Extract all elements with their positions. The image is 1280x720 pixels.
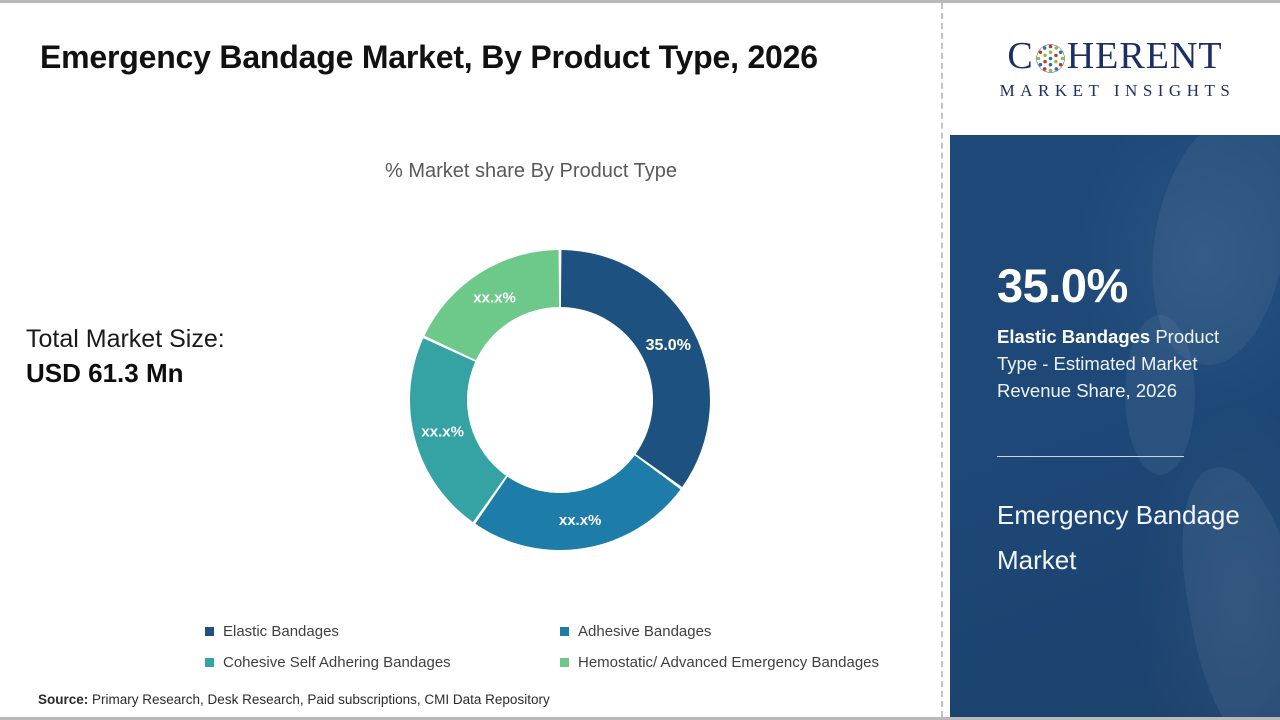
- donut-slice[interactable]: [424, 250, 560, 361]
- stat-panel: 35.0% Elastic Bandages Product Type - Es…: [950, 135, 1280, 717]
- legend-item[interactable]: Cohesive Self Adhering Bandages: [205, 647, 560, 678]
- panel-decoration-3: [1125, 315, 1195, 475]
- left-content-panel: Emergency Bandage Market, By Product Typ…: [26, 39, 879, 707]
- logo-text-coherent: HERENT: [1066, 35, 1223, 77]
- legend-label: Elastic Bandages: [223, 623, 339, 640]
- chart-legend: Elastic Bandages Adhesive Bandages Cohesiv…: [205, 616, 945, 678]
- total-market-size-label: Total Market Size:: [26, 325, 225, 353]
- source-note: Source: Primary Research, Desk Research,…: [38, 692, 550, 707]
- donut-slice-label: xx.x%: [559, 512, 602, 529]
- legend-label: Hemostatic/ Advanced Emergency Bandages: [578, 654, 880, 671]
- donut-slice[interactable]: [475, 455, 681, 550]
- source-label: Source:: [38, 692, 89, 707]
- legend-item[interactable]: Adhesive Bandages: [560, 616, 945, 647]
- brand-logo: C: [950, 3, 1280, 135]
- panel-divider-rule: [997, 456, 1184, 457]
- donut-slice[interactable]: [410, 338, 507, 523]
- donut-slice-label: xx.x%: [473, 290, 516, 307]
- top-border: [0, 0, 1280, 3]
- total-market-size-block: Total Market Size: USD 61.3 Mn: [26, 322, 326, 391]
- legend-label: Adhesive Bandages: [578, 623, 712, 640]
- chart-subtitle: % Market share By Product Type: [385, 160, 677, 182]
- globe-icon: [1035, 43, 1066, 74]
- panel-divider: [941, 3, 943, 717]
- donut-slice-label: xx.x%: [421, 424, 464, 441]
- legend-item[interactable]: Elastic Bandages: [205, 616, 560, 647]
- legend-label: Cohesive Self Adhering Bandages: [223, 654, 451, 671]
- legend-item[interactable]: Hemostatic/ Advanced Emergency Bandages: [560, 647, 945, 678]
- logo-wordmark: C: [1007, 37, 1222, 75]
- donut-chart: 35.0% xx.x% xx.x% xx.x%: [380, 220, 740, 580]
- total-market-size-value: USD 61.3 Mn: [26, 358, 184, 388]
- right-sidebar: C: [950, 0, 1280, 720]
- stat-description: Elastic Bandages Product Type - Estimate…: [997, 323, 1255, 405]
- stat-highlight: Elastic Bandages: [997, 326, 1151, 347]
- source-text: Primary Research, Desk Research, Paid su…: [92, 692, 550, 707]
- stat-percentage: 35.0%: [997, 259, 1128, 312]
- stat-description-rest: Product Type - Estimated Market Revenue …: [997, 326, 1220, 402]
- legend-swatch-icon: [560, 627, 569, 636]
- donut-chart-svg: 35.0% xx.x% xx.x% xx.x%: [410, 250, 710, 550]
- page-title: Emergency Bandage Market, By Product Typ…: [40, 39, 818, 75]
- legend-swatch-icon: [205, 627, 214, 636]
- donut-slice[interactable]: [560, 250, 710, 487]
- legend-swatch-icon: [560, 658, 569, 667]
- logo-tagline: MARKET INSIGHTS: [999, 81, 1236, 100]
- donut-slice-label: 35.0%: [646, 337, 691, 354]
- legend-swatch-icon: [205, 658, 214, 667]
- bottom-border: [0, 717, 1280, 720]
- market-name: Emergency Bandage Market: [997, 500, 1240, 575]
- logo-letter-c: C: [1007, 35, 1034, 77]
